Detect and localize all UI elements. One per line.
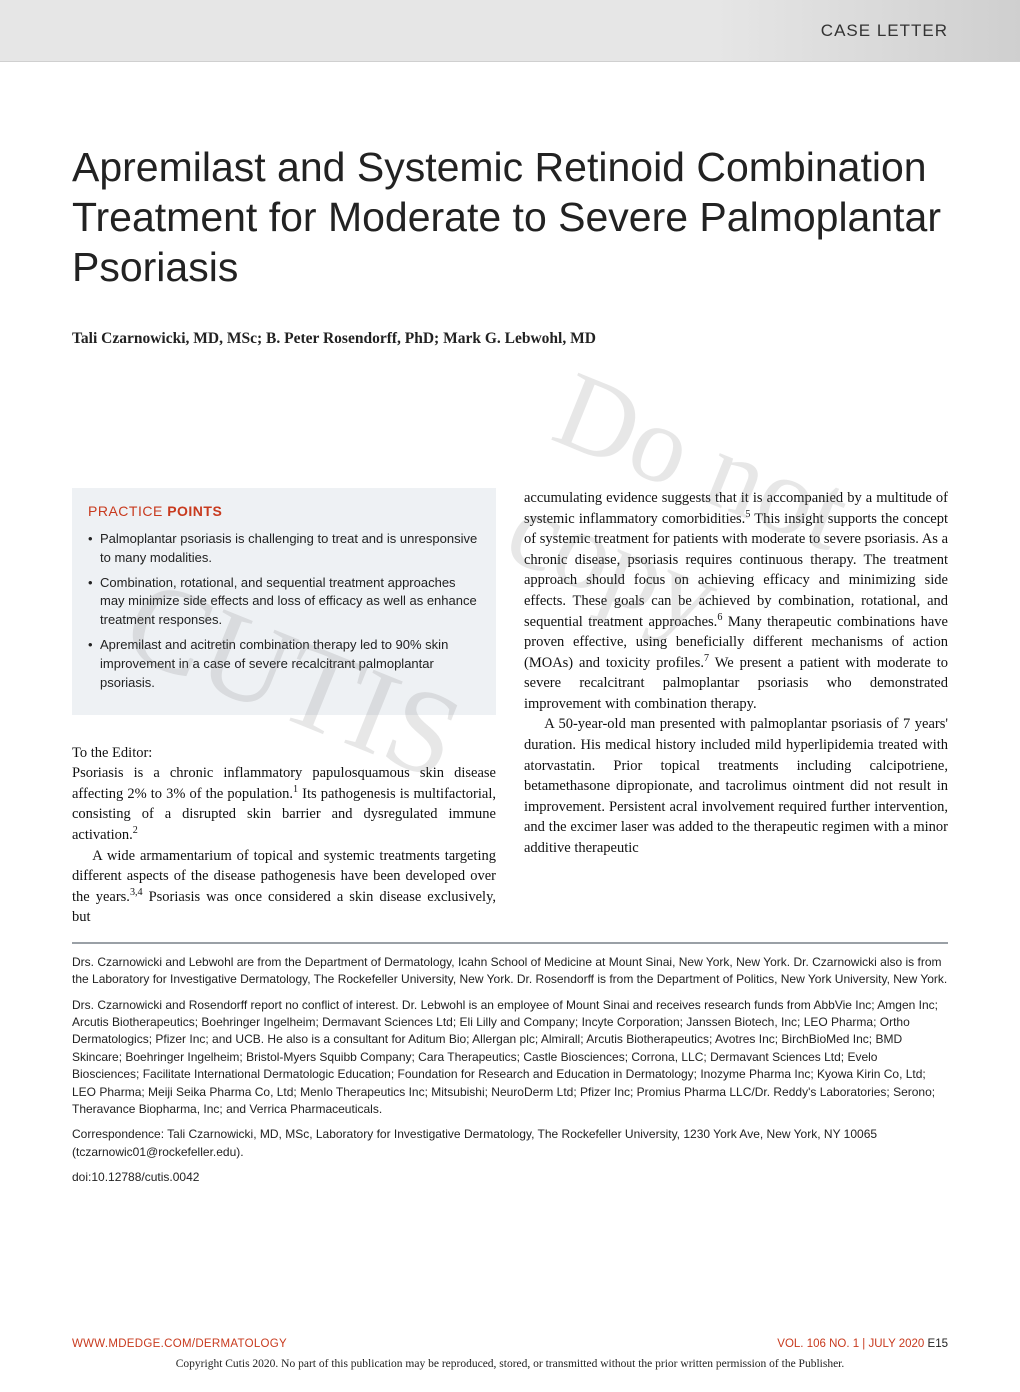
body-paragraph: Psoriasis is a chronic inflammatory papu… <box>72 763 496 845</box>
doi-text: doi:10.12788/cutis.0042 <box>72 1169 948 1186</box>
ref-superscript: 2 <box>133 825 138 836</box>
practice-point-item: Combination, rotational, and sequential … <box>88 574 480 631</box>
body-paragraph: A wide armamentarium of topical and syst… <box>72 846 496 928</box>
body-text: This insight supports the concept of sys… <box>524 511 948 630</box>
footer-url: WWW.MDEDGE.COM/DERMATOLOGY <box>72 1338 287 1350</box>
footer-line: WWW.MDEDGE.COM/DERMATOLOGY VOL. 106 NO. … <box>72 1338 948 1350</box>
footer-copyright: Copyright Cutis 2020. No part of this pu… <box>72 1358 948 1370</box>
section-label: CASE LETTER <box>821 21 948 41</box>
column-right: accumulating evidence suggests that it i… <box>524 488 948 928</box>
page-footer: WWW.MDEDGE.COM/DERMATOLOGY VOL. 106 NO. … <box>72 1338 948 1370</box>
footer-issue-prefix: VOL. 106 NO. 1 | JULY 2020 <box>777 1338 927 1350</box>
practice-point-item: Palmoplantar psoriasis is challenging to… <box>88 530 480 568</box>
article-authors: Tali Czarnowicki, MD, MSc; B. Peter Rose… <box>72 330 948 348</box>
body-paragraph: A 50-year-old man presented with palmopl… <box>524 714 948 858</box>
affiliations-rule <box>72 942 948 944</box>
affiliations-text: Drs. Czarnowicki and Lebwohl are from th… <box>72 954 948 989</box>
salutation: To the Editor: <box>72 743 496 764</box>
article-title: Apremilast and Systemic Retinoid Combina… <box>72 142 948 292</box>
practice-heading-part1: PRACTICE <box>88 503 167 519</box>
practice-points-list: Palmoplantar psoriasis is challenging to… <box>88 530 480 693</box>
column-left: PRACTICE POINTS Palmoplantar psoriasis i… <box>72 488 496 928</box>
practice-point-item: Apremilast and acitretin combination the… <box>88 636 480 693</box>
body-paragraph: accumulating evidence suggests that it i… <box>524 488 948 714</box>
disclosures-text: Drs. Czarnowicki and Rosendorff report n… <box>72 997 948 1119</box>
ref-superscript: 3,4 <box>130 887 143 898</box>
header-band: CASE LETTER <box>0 0 1020 62</box>
practice-heading-part2: POINTS <box>167 503 222 519</box>
page-content: Apremilast and Systemic Retinoid Combina… <box>0 62 1020 1187</box>
two-column-layout: PRACTICE POINTS Palmoplantar psoriasis i… <box>72 488 948 928</box>
footer-issue: VOL. 106 NO. 1 | JULY 2020 E15 <box>777 1338 948 1350</box>
practice-points-box: PRACTICE POINTS Palmoplantar psoriasis i… <box>72 488 496 715</box>
footer-page-number: E15 <box>928 1338 948 1350</box>
correspondence-text: Correspondence: Tali Czarnowicki, MD, MS… <box>72 1126 948 1161</box>
practice-points-heading: PRACTICE POINTS <box>88 502 480 522</box>
